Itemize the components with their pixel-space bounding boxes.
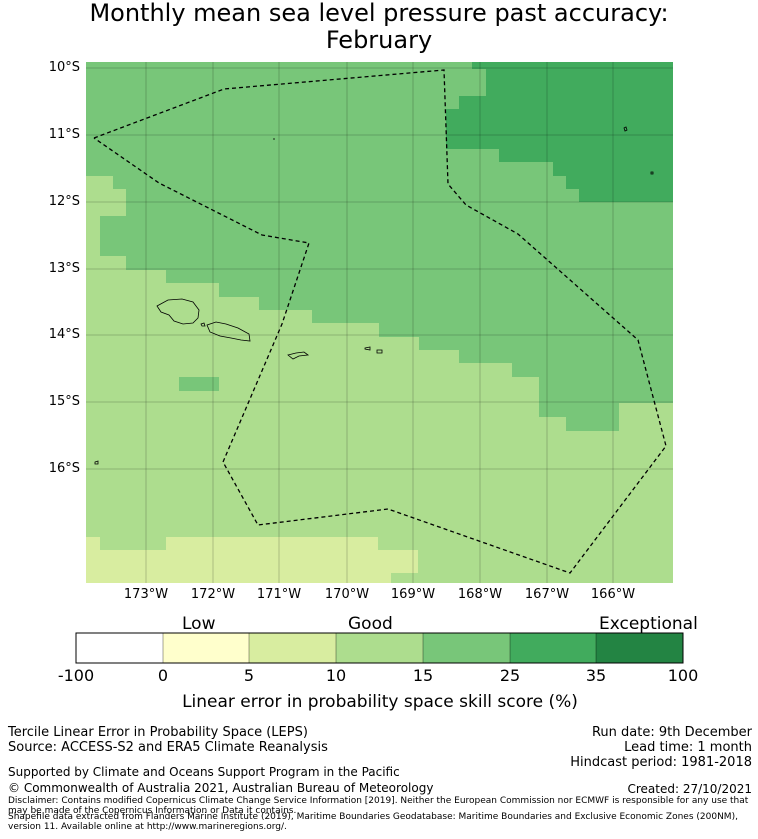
- tutuila-island: [287, 351, 310, 360]
- upolu-island: [206, 321, 251, 342]
- coastlines: [94, 126, 654, 465]
- footer-lead-time: Lead time: 1 month: [624, 740, 752, 755]
- lon-label-166w: 166°W: [590, 587, 636, 602]
- colorbar-tick-5: 5: [243, 666, 255, 685]
- footer-source: Source: ACCESS-S2 and ERA5 Climate Reana…: [8, 740, 328, 755]
- colorbar: [75, 632, 684, 664]
- colorbar-tick-100: 100: [667, 666, 699, 685]
- tokelau-atoll-b: [650, 171, 654, 175]
- colorbar-tick-10: 10: [325, 666, 347, 685]
- aunuu-islet: [364, 346, 371, 351]
- chart-title-line2: February: [325, 26, 433, 54]
- colorbar-bin-3: [249, 633, 336, 663]
- lat-label-14s: 14°S: [48, 327, 80, 342]
- colorbar-tick-15: 15: [412, 666, 434, 685]
- lat-label-10s: 10°S: [48, 60, 80, 75]
- colorbar-category-exceptional: Exceptional: [599, 614, 698, 634]
- savaii-island: [156, 298, 200, 325]
- colorbar-bin-7: [596, 633, 683, 663]
- colorbar-bin-2: [163, 633, 249, 663]
- colorbar-tick-25: 25: [499, 666, 521, 685]
- footer-method: Tercile Linear Error in Probability Spac…: [8, 725, 308, 740]
- manono-islet: [200, 322, 206, 327]
- skill-map: [86, 62, 673, 583]
- chart-title-line1: Monthly mean sea level pressure past acc…: [89, 0, 669, 27]
- colorbar-frame: [75, 632, 684, 664]
- eez-boundary-tokelau: [93, 69, 667, 574]
- footer-disclaimer: Disclaimer: Contains modified Copernicus…: [8, 796, 749, 816]
- skill-field-5-10: [86, 537, 418, 583]
- footer-supported: Supported by Climate and Oceans Support …: [8, 765, 400, 779]
- lon-label-167w: 167°W: [524, 587, 570, 602]
- lon-label-169w: 169°W: [390, 587, 436, 602]
- lon-label-170w: 170°W: [324, 587, 370, 602]
- footer-copyright: © Commonwealth of Australia 2021, Austra…: [8, 781, 434, 795]
- ofu-olosega-islet: [376, 349, 383, 354]
- colorbar-tick-0: 0: [157, 666, 169, 685]
- lat-label-13s: 13°S: [48, 261, 80, 276]
- lat-label-12s: 12°S: [48, 194, 80, 209]
- lon-label-171w: 171°W: [256, 587, 302, 602]
- footer-shapefile: Shapefile data extracted from Flanders M…: [8, 812, 738, 832]
- lat-label-11s: 11°S: [48, 127, 80, 142]
- footer-created: Created: 27/10/2021: [627, 782, 752, 796]
- colorbar-tick-neg100: -100: [57, 666, 95, 685]
- colorbar-category-low: Low: [182, 614, 216, 634]
- colorbar-bin-5: [423, 633, 510, 663]
- colorbar-tick-35: 35: [585, 666, 607, 685]
- colorbar-bin-4: [336, 633, 423, 663]
- graticule: [86, 62, 673, 583]
- lon-label-168w: 168°W: [457, 587, 503, 602]
- footer-hindcast: Hindcast period: 1981-2018: [570, 755, 752, 770]
- colorbar-bin-6: [510, 633, 596, 663]
- skill-field-25-35: [446, 62, 673, 202]
- lat-label-15s: 15°S: [48, 394, 80, 409]
- tokelau-atoll-a: [623, 126, 628, 132]
- swains-islet: [94, 460, 99, 465]
- colorbar-bin-1: [76, 633, 163, 663]
- lon-label-172w: 172°W: [190, 587, 236, 602]
- colorbar-category-good: Good: [348, 614, 393, 634]
- lon-label-173w: 173°W: [123, 587, 169, 602]
- footer-run-date: Run date: 9th December: [591, 725, 752, 740]
- skill-patch-15-25: [179, 377, 219, 391]
- colorbar-label: Linear error in probability space skill …: [182, 692, 578, 712]
- lat-label-16s: 16°S: [48, 461, 80, 476]
